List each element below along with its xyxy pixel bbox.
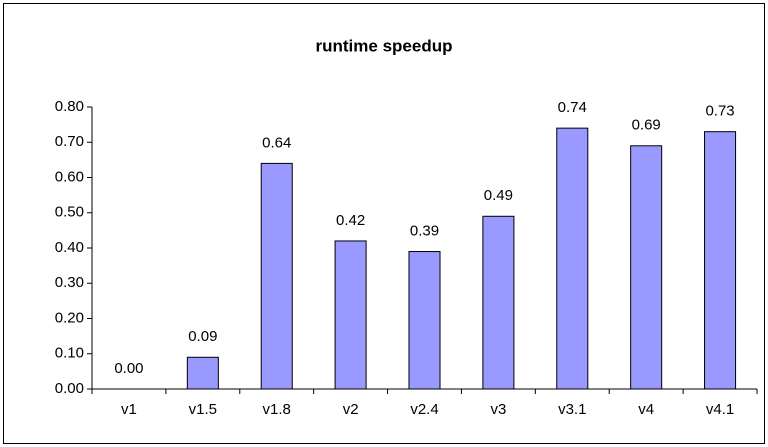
bar — [408, 251, 441, 390]
y-tick-label: 0.00 — [55, 380, 84, 397]
y-tick-label: 0.50 — [55, 204, 84, 221]
x-tick-label: v2 — [343, 401, 359, 418]
data-label: 0.42 — [336, 212, 365, 229]
y-tick-label: 0.30 — [55, 274, 84, 291]
y-tick-label: 0.40 — [55, 239, 84, 256]
x-tick-label: v4 — [638, 401, 654, 418]
bar — [556, 127, 589, 390]
y-tick-label: 0.20 — [55, 309, 84, 326]
x-tick-label: v4.1 — [706, 401, 734, 418]
x-tick-label: v3.1 — [558, 401, 586, 418]
bar — [482, 215, 515, 390]
y-tick-label: 0.80 — [55, 98, 84, 115]
y-tick-label: 0.10 — [55, 345, 84, 362]
data-label: 0.74 — [558, 99, 587, 116]
data-label: 0.09 — [188, 328, 217, 345]
y-tick-label: 0.60 — [55, 168, 84, 185]
data-label: 0.69 — [632, 117, 661, 134]
data-label: 0.64 — [262, 134, 291, 151]
data-label: 0.39 — [410, 222, 439, 239]
bar — [704, 131, 737, 390]
x-tick-label: v3 — [490, 401, 506, 418]
bar — [334, 240, 367, 390]
x-tick-label: v2.4 — [410, 401, 438, 418]
bar — [186, 356, 219, 390]
x-tick-label: v1.5 — [189, 401, 217, 418]
data-label: 0.73 — [705, 103, 734, 120]
bar — [260, 162, 293, 390]
y-tick-label: 0.70 — [55, 133, 84, 150]
x-tick-label: v1.8 — [263, 401, 291, 418]
bar — [630, 145, 663, 390]
data-label: 0.00 — [114, 360, 143, 377]
x-tick-label: v1 — [121, 401, 137, 418]
data-label: 0.49 — [484, 187, 513, 204]
chart-title: runtime speedup — [316, 36, 453, 55]
